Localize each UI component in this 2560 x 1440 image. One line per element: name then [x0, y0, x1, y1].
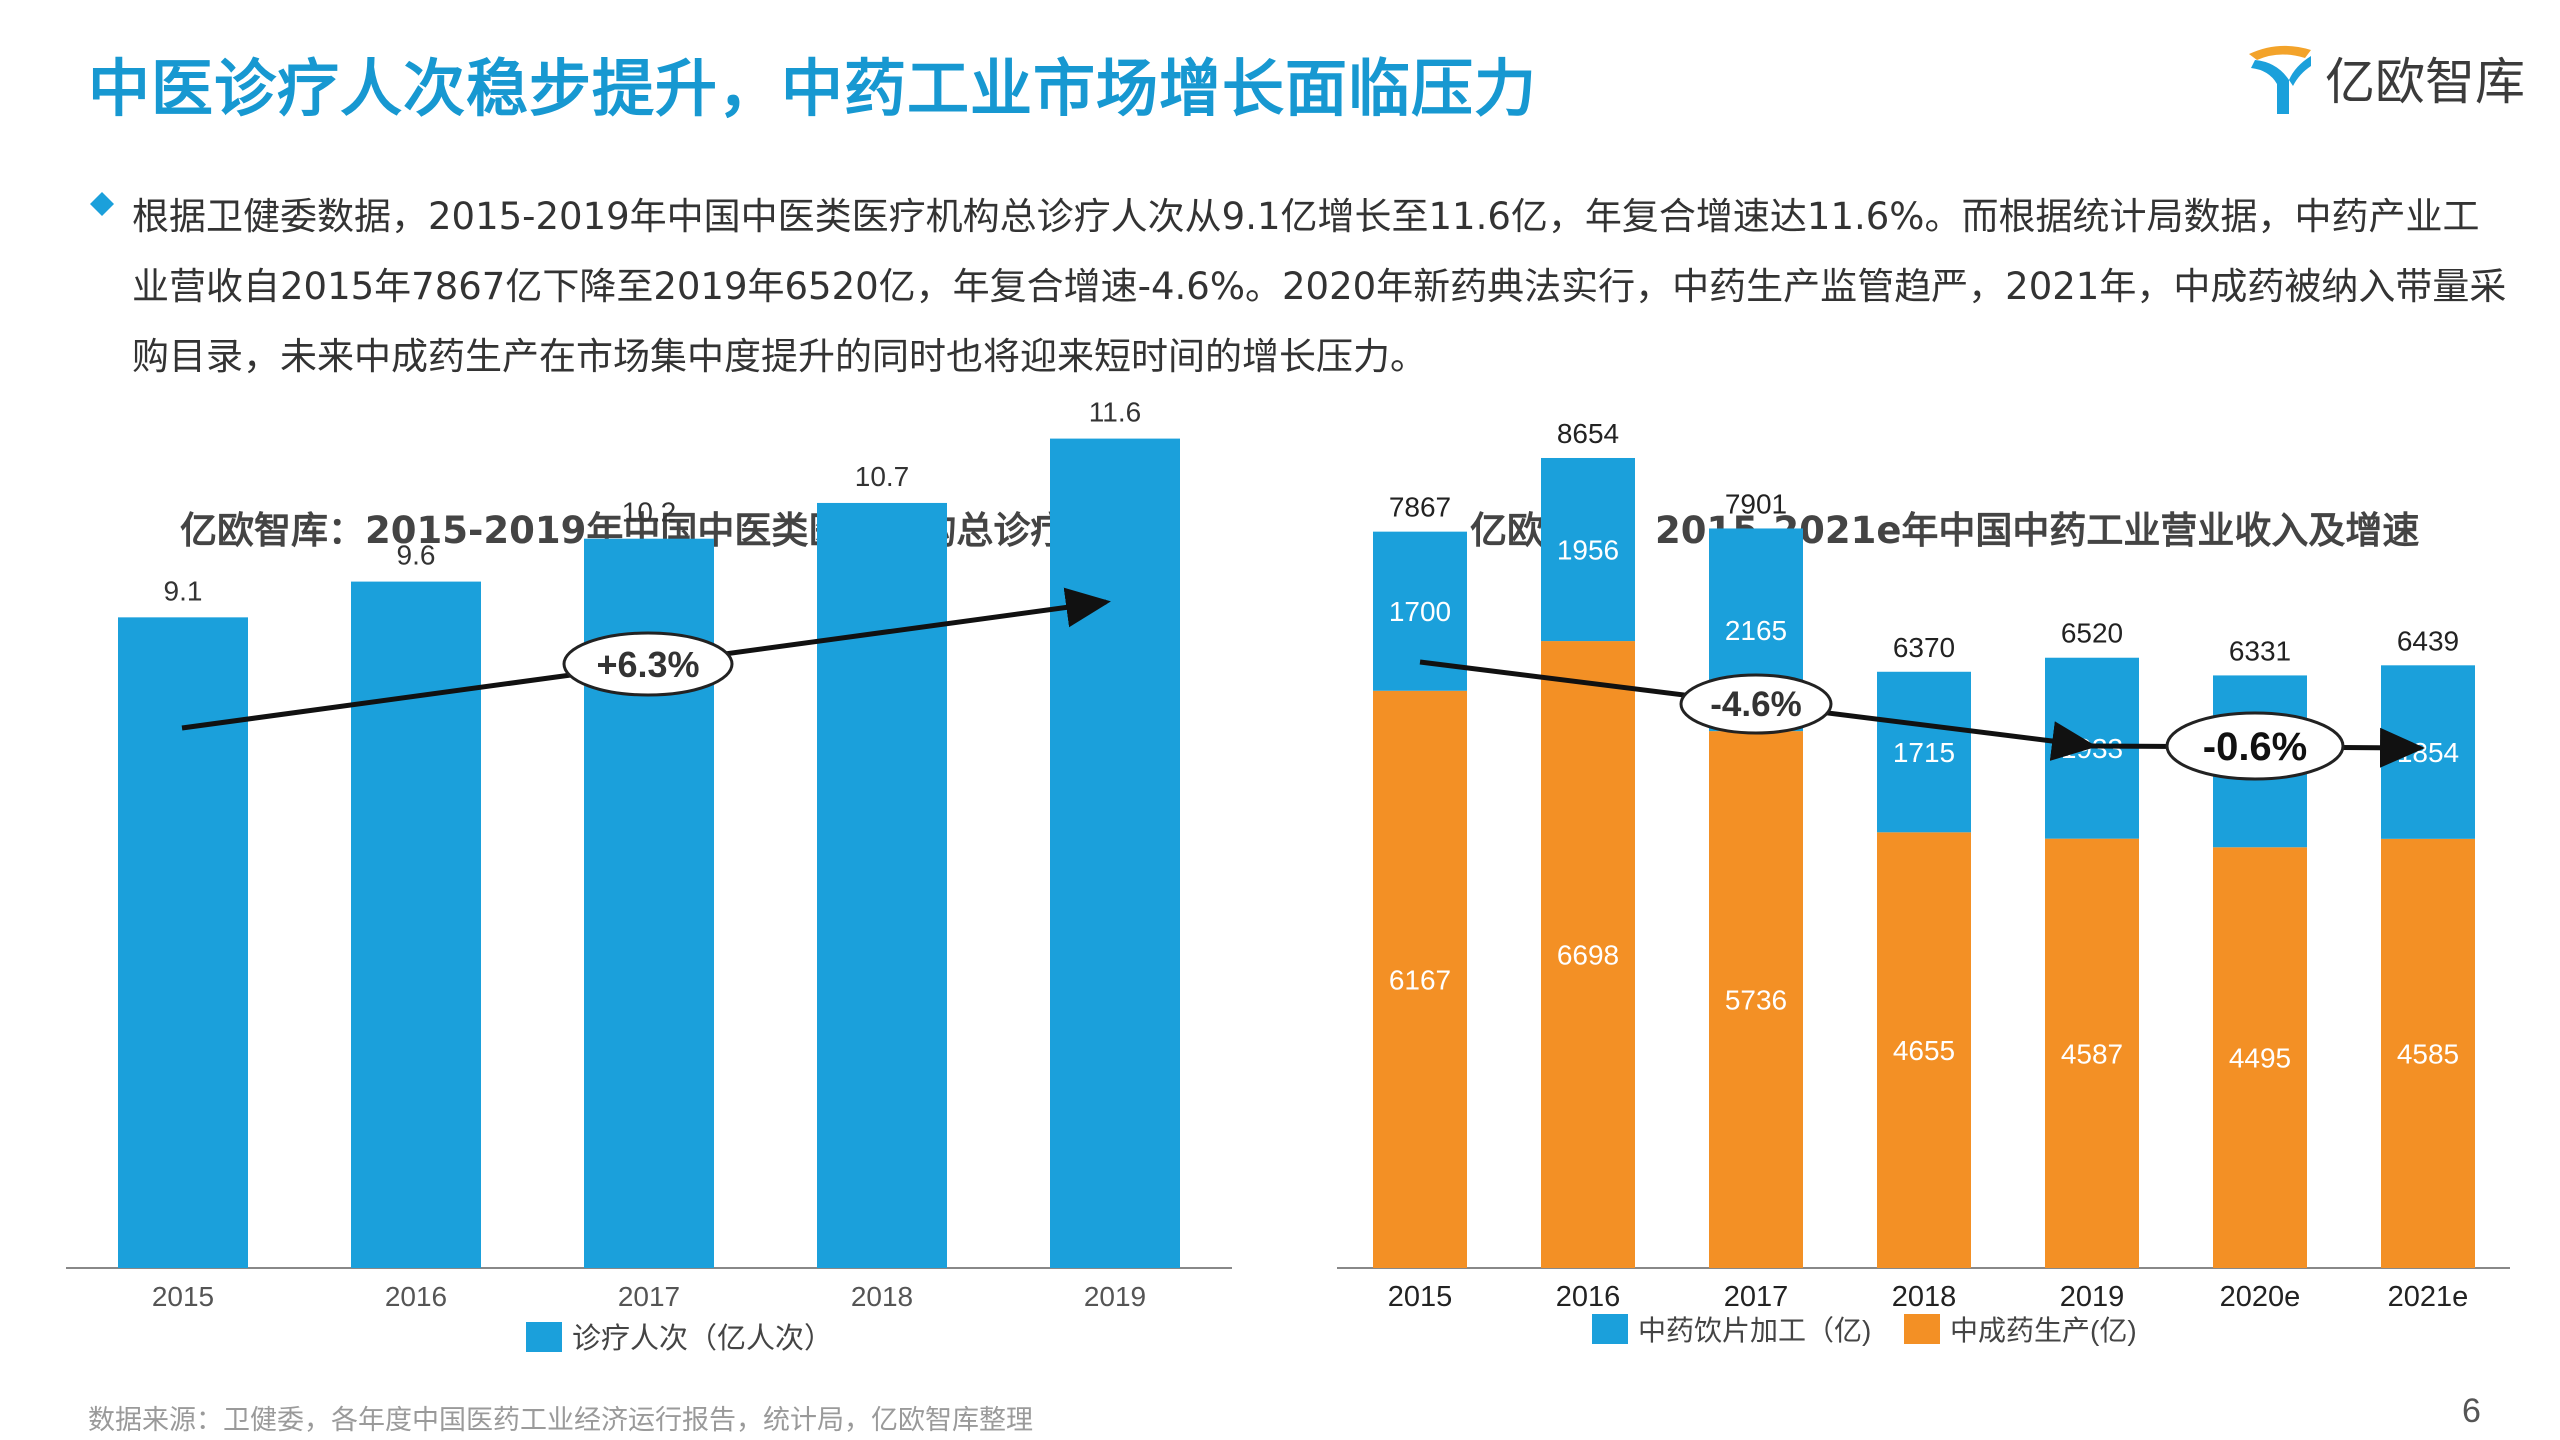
chart2-bar-segment-yinpian [1541, 457, 1635, 642]
chart2-tick-label: 2016 [1556, 1281, 1621, 1313]
page-title: 中医诊疗人次稳步提升，中药工业市场增长面临压力 [88, 52, 1538, 125]
chart2-total-label: 8654 [1557, 418, 1619, 449]
chart2-legend-swatch-chengyao [1904, 1314, 1940, 1344]
chart2-segment-label: 4585 [2397, 1038, 2459, 1069]
diamond-bullet-icon [90, 192, 114, 216]
chart2-growth-label-1: -4.6% [1710, 685, 1801, 724]
chart2-bar-segment-chengyao [2381, 838, 2475, 1268]
chart2-growth-label-2: -0.6% [2203, 725, 2308, 769]
chart2-segment-label: 1715 [1893, 737, 1955, 768]
chart2-bar-segment-yinpian [1877, 671, 1971, 833]
chart2-segment-label: 1956 [1557, 535, 1619, 566]
chart2-bar-segment-chengyao [1709, 731, 1803, 1268]
chart1-bar [351, 581, 481, 1268]
chart2-bar-segment-chengyao [2045, 838, 2139, 1268]
chart2-total-label: 7867 [1389, 492, 1451, 523]
chart2-legend-swatch-yinpian [1592, 1314, 1628, 1344]
chart2-total-label: 7901 [1725, 488, 1787, 519]
logo: 亿欧智库 [2245, 38, 2525, 118]
chart1-value-label: 10.2 [622, 497, 677, 528]
chart1-legend-label: 诊疗人次（亿人次） [572, 1322, 833, 1355]
chart1-value-label: 10.7 [855, 461, 910, 492]
chart2-segment-label: 1700 [1389, 596, 1451, 627]
chart2-tick-label: 2018 [1892, 1281, 1957, 1313]
chart2-bar-segment-chengyao [1541, 641, 1635, 1268]
chart2-segment-label: 6698 [1557, 940, 1619, 971]
chart2-growth-badge-2 [2165, 711, 2345, 781]
chart1-value-label: 9.6 [397, 540, 436, 571]
chart2-legend-label-chengyao: 中成药生产(亿) [1950, 1315, 2137, 1346]
chart2-segment-label: 4587 [2061, 1038, 2123, 1069]
chart2-segment-label: 4495 [2229, 1043, 2291, 1074]
chart2-segment-label: 4655 [1893, 1035, 1955, 1066]
chart2-total-label: 6520 [2061, 618, 2123, 649]
chart2-bar-segment-chengyao [1877, 832, 1971, 1268]
chart2-tick-label: 2020e [2220, 1281, 2301, 1313]
chart2-segment-label: 1854 [2397, 737, 2459, 768]
chart2-tick-label: 2019 [2060, 1281, 2125, 1313]
chart2-total-label: 6331 [2229, 635, 2291, 666]
chart1-tick-label: 2018 [851, 1281, 913, 1312]
chart2-bar-segment-chengyao [2213, 847, 2307, 1268]
chart1-bar [1050, 438, 1180, 1269]
chart2-total-label: 6370 [1893, 632, 1955, 663]
chart2-legend-label-yinpian: 中药饮片加工（亿) [1638, 1315, 1871, 1346]
chart1-tick-label: 2017 [618, 1281, 680, 1312]
chart2-segment-label: 6167 [1389, 964, 1451, 995]
chart1-growth-badge [562, 631, 734, 697]
chart2-total-label: 6439 [2397, 625, 2459, 656]
chart2-tick-label: 2017 [1724, 1281, 1789, 1313]
chart2-bar-segment-chengyao [1373, 690, 1467, 1268]
chart1-value-label: 9.1 [164, 575, 203, 606]
chart2-tick-label: 2015 [1388, 1281, 1453, 1313]
chart1-tick-label: 2015 [152, 1281, 214, 1312]
chart1-growth-label: +6.3% [596, 644, 699, 685]
data-source-note: 数据来源：卫健委，各年度中国医药工业经济运行报告，统计局，亿欧智库整理 [88, 1405, 1033, 1436]
chart1-legend-swatch [526, 1322, 562, 1352]
chart1-tick-label: 2016 [385, 1281, 447, 1312]
chart2-segment-label: 1933 [2061, 733, 2123, 764]
chart2-growth-badge-1 [1679, 673, 1833, 735]
summary-paragraph: 根据卫健委数据，2015-2019年中国中医类医疗机构总诊疗人次从9.1亿增长至… [132, 195, 2507, 378]
chart1-bar [118, 617, 248, 1268]
chart1-value-label: 11.6 [1089, 397, 1141, 428]
chart2-segment-label: 2165 [1725, 615, 1787, 646]
logo-text: 亿欧智库 [2325, 53, 2525, 111]
page-number: 6 [2462, 1392, 2481, 1430]
chart1-bar [817, 502, 947, 1268]
chart1-tick-label: 2019 [1084, 1281, 1146, 1312]
chart2-segment-label: 5736 [1725, 985, 1787, 1016]
logo-icon [2249, 45, 2311, 114]
chart2-tick-label: 2021e [2388, 1281, 2469, 1313]
